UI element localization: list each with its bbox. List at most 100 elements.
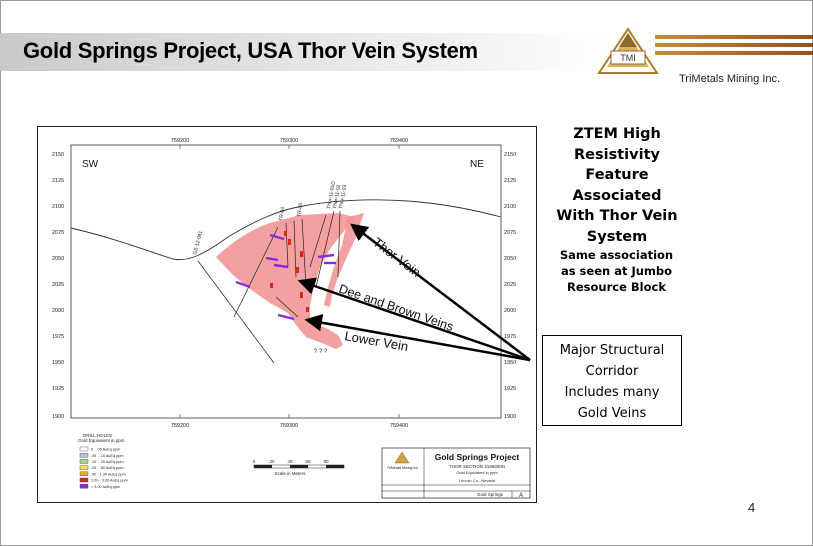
red-assay-marks — [270, 231, 309, 312]
heading-line: ZTEM High — [573, 126, 661, 142]
x-tick-top: 759300 — [280, 138, 298, 144]
legend-label: .25 - .50 AuEq ppm — [91, 466, 124, 470]
logo-stripes — [655, 35, 813, 65]
scale-tick: 80 — [323, 459, 329, 464]
y-tick-right: 1925 — [504, 386, 516, 392]
slide-title: Gold Springs Project, USA Thor Vein Syst… — [23, 38, 478, 63]
high-grade-intercepts — [235, 233, 336, 321]
ne-label: NE — [470, 159, 484, 170]
y-tick-left: 2150 — [52, 152, 64, 158]
slide-number: 4 — [748, 500, 756, 515]
y-tick-right: 1900 — [504, 414, 516, 420]
y-tick-left: 2125 — [52, 178, 64, 184]
drill-hole-label: Thor-11-01D — [326, 180, 337, 209]
y-tick-left: 1925 — [52, 386, 64, 392]
y-tick-left: 2100 — [52, 204, 64, 210]
drill-hole-label: TR-05 — [296, 202, 304, 217]
structural-corridor-callout: Major Structural Corridor Includes many … — [542, 335, 682, 426]
drill-hole-label: TR-04 — [278, 206, 286, 221]
ztem-heading: ZTEM High Resistivity Feature Associated… — [542, 124, 692, 247]
y-tick-right: 2100 — [504, 204, 516, 210]
x-axis-bottom: 759200 759300 759400 — [171, 423, 408, 429]
x-tick-top: 759400 — [390, 138, 408, 144]
tick-marks — [179, 145, 400, 418]
arrow-thor — [350, 223, 531, 361]
scale-tick: 0 — [253, 459, 256, 464]
y-tick-right: 1950 — [504, 360, 516, 366]
x-axis-top: 759200 759300 759400 — [171, 138, 408, 144]
callout-line: Gold Veins — [577, 406, 647, 421]
y-tick-left: 2075 — [52, 230, 64, 236]
y-tick-left: 2050 — [52, 256, 64, 262]
arrow-dee-brown — [297, 277, 531, 362]
plot-frame — [70, 144, 502, 419]
x-tick-top: 759200 — [171, 138, 189, 144]
heading-line: With Thor Vein — [556, 208, 678, 224]
title-block-fig: A — [519, 493, 523, 499]
scale-tick: 60 — [305, 459, 311, 464]
legend-label: .05 - .10 AuEq ppm — [91, 454, 124, 458]
y-tick-left: 2025 — [52, 282, 64, 288]
arrow-lower — [304, 314, 531, 362]
title-block-company: TriMetals Mining Inc. — [387, 466, 419, 470]
company-name: TriMetals Mining Inc. — [679, 73, 781, 85]
legend-label: 1.00 - 3.00 AuEq ppm — [91, 479, 128, 483]
scale-bar: 0 20 40 60 80 Scale in Meters — [253, 459, 345, 476]
heading-line: Resistivity — [574, 146, 660, 163]
y-tick-right: 2000 — [504, 308, 516, 314]
x-tick-bottom: 759300 — [280, 423, 298, 429]
legend-swatch — [79, 446, 89, 452]
title-bar — [0, 33, 610, 71]
drill-hole-label: Thor-11-03 — [338, 184, 348, 209]
title-block: TriMetals Mining Inc. Gold Springs Proje… — [381, 447, 531, 499]
legend-label: .10 - .25 AuEq ppm — [91, 460, 124, 464]
sw-label: SW — [82, 159, 99, 170]
thor-vein-label: Thor Vein — [370, 234, 423, 279]
cross-section-svg: 2150 2125 2100 2075 2050 2025 2000 1975 … — [52, 138, 531, 499]
title-block-section: THOR SECTION 4188300N — [449, 464, 505, 469]
heading-line: Associated — [572, 187, 662, 204]
legend-swatch — [79, 484, 89, 489]
y-tick-left: 1975 — [52, 334, 64, 340]
topography-line — [70, 199, 502, 261]
association-note: Same association as seen at Jumbo Resour… — [540, 247, 693, 295]
title-block-footer: Gold Springs — [477, 492, 504, 497]
y-axis-left: 2150 2125 2100 2075 2050 2025 2000 1975 … — [52, 152, 64, 420]
drill-hole-label: Thor-11-02 — [332, 184, 342, 209]
title-block-project: Gold Springs Project — [435, 452, 520, 462]
note-line: Same association — [559, 248, 674, 262]
legend-subtitle: Gold Equivalent in ppm — [78, 438, 125, 443]
scale-tick: 20 — [269, 459, 275, 464]
heading-line: Feature — [585, 167, 649, 183]
legend-swatch — [79, 453, 89, 458]
legend-label: .50 - 1.00 AuEq ppm — [91, 472, 126, 476]
legend-swatch — [79, 471, 89, 476]
y-tick-left: 1900 — [52, 414, 64, 420]
y-tick-right: 1975 — [504, 334, 516, 340]
legend-swatch — [79, 477, 89, 483]
cross-section-map: 2150 2125 2100 2075 2050 2025 2000 1975 … — [37, 126, 537, 503]
legend-label: 0 - .05 AuEq ppm — [91, 448, 120, 452]
note-line: as seen at Jumbo — [560, 264, 673, 278]
callout-line: Includes many — [564, 385, 660, 400]
title-block-subtitle: Gold Equivalent in ppm — [456, 470, 498, 475]
legend-title: DRILL HOLES — [83, 433, 112, 438]
legend-label: > 3.00 AuEq ppm — [91, 485, 120, 489]
scale-caption: Scale in Meters — [274, 471, 306, 476]
y-tick-left: 2000 — [52, 308, 64, 314]
x-tick-bottom: 759400 — [390, 423, 408, 429]
y-tick-right: 2050 — [504, 256, 516, 262]
legend: DRILL HOLES Gold Equivalent in ppm 0 - .… — [78, 433, 128, 489]
y-tick-right: 2150 — [504, 152, 516, 158]
legend-swatch — [79, 459, 89, 464]
legend-swatch — [79, 465, 89, 470]
y-tick-right: 2025 — [504, 282, 516, 288]
y-tick-left: 1950 — [52, 360, 64, 366]
arrows — [297, 223, 531, 362]
heading-line: System — [586, 228, 648, 245]
y-tick-right: 2075 — [504, 230, 516, 236]
x-tick-bottom: 759200 — [171, 423, 189, 429]
note-line: Resource Block — [567, 280, 666, 294]
title-block-location: Lincoln Co., Nevada — [459, 478, 496, 483]
